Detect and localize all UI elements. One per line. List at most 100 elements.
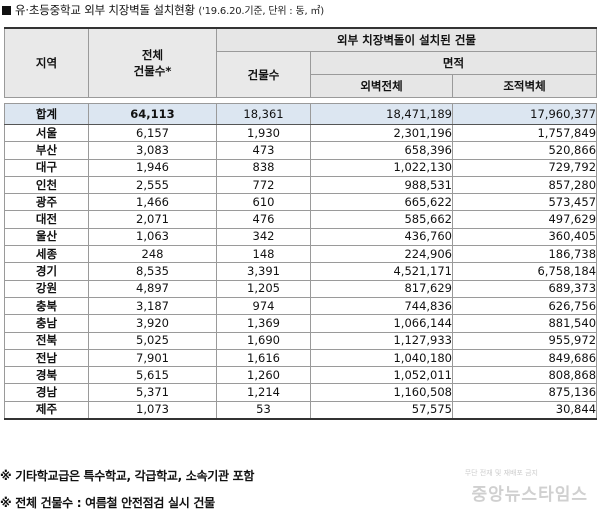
header-brick-wall: 조적벽체 [451, 74, 598, 98]
table-row: 서울 6,157 1,930 2,301,196 1,757,849 [4, 123, 598, 143]
row-wall-total: 1,066,144 [310, 314, 453, 333]
row-total: 5,371 [88, 383, 217, 402]
watermark-logo: 중앙뉴스타임스 [471, 485, 588, 505]
row-region: 대전 [4, 210, 89, 229]
header-region: 지역 [4, 27, 89, 98]
row-wall-total: 1,052,011 [310, 366, 453, 385]
row-region: 세종 [4, 245, 89, 264]
footnote-total-buildings: ※ 전체 건물수 : 여름철 안전점검 실시 건물 [0, 496, 215, 510]
row-total: 3,083 [88, 141, 217, 160]
header-area: 면적 [309, 51, 598, 75]
row-wall-total: 665,622 [310, 193, 453, 212]
row-region: 인천 [4, 175, 89, 195]
row-region: 부산 [4, 141, 89, 160]
row-total: 3,187 [88, 296, 217, 316]
row-wall-total: 2,301,196 [310, 123, 453, 143]
row-region: 제주 [4, 400, 89, 421]
table-row: 울산 1,063 342 436,760 360,405 [4, 227, 598, 247]
row-wall-total: 988,531 [310, 175, 453, 195]
square-bullet-icon [2, 6, 11, 15]
row-wall-total: 436,760 [310, 227, 453, 247]
row-buildings: 1,214 [216, 383, 311, 402]
row-brick-wall: 955,972 [451, 331, 598, 350]
row-total: 1,946 [88, 158, 217, 177]
summary-row: 합계 64,113 18,361 18,471,189 17,960,377 [4, 103, 598, 125]
table-row: 부산 3,083 473 658,396 520,866 [4, 141, 598, 160]
header-buildings: 건물수 [216, 51, 311, 98]
row-buildings: 838 [216, 158, 311, 177]
table-title-main: 유·초등중학교 외부 치장벽돌 설치현황 [15, 3, 195, 17]
row-brick-wall: 6,758,184 [451, 262, 598, 281]
row-brick-wall: 808,868 [451, 366, 598, 385]
table-row: 대전 2,071 476 585,662 497,629 [4, 210, 598, 229]
row-buildings: 3,391 [216, 262, 311, 281]
row-total: 1,073 [88, 400, 217, 421]
row-buildings: 476 [216, 210, 311, 229]
row-total: 2,071 [88, 210, 217, 229]
row-brick-wall: 875,136 [451, 383, 598, 402]
watermark-caption: 무단 전재 및 재배포 금지 [464, 469, 538, 477]
row-total: 5,615 [88, 366, 217, 385]
table-row: 전북 5,025 1,690 1,127,933 955,972 [4, 331, 598, 350]
row-brick-wall: 857,280 [451, 175, 598, 195]
row-region: 경남 [4, 383, 89, 402]
row-wall-total: 4,521,171 [310, 262, 453, 281]
footnote-other-schools: ※ 기타학교급은 특수학교, 각급학교, 소속기관 포함 [0, 469, 255, 483]
table-row: 제주 1,073 53 57,575 30,844 [4, 400, 598, 421]
row-buildings: 1,260 [216, 366, 311, 385]
row-buildings: 1,205 [216, 279, 311, 298]
table-title-sub: ('19.6.20.기준, 단위 : 동, ㎡) [198, 6, 324, 17]
row-total: 6,157 [88, 123, 217, 143]
row-wall-total: 1,022,130 [310, 158, 453, 177]
header-total-line1: 전체 [141, 48, 164, 62]
row-brick-wall: 573,457 [451, 193, 598, 212]
row-buildings: 473 [216, 141, 311, 160]
row-total: 1,466 [88, 193, 217, 212]
row-brick-wall: 689,373 [451, 279, 598, 298]
row-total: 8,535 [88, 262, 217, 281]
table-row: 경북 5,615 1,260 1,052,011 808,868 [4, 366, 598, 385]
row-brick-wall: 360,405 [451, 227, 598, 247]
row-region: 광주 [4, 193, 89, 212]
summary-buildings: 18,361 [216, 103, 311, 125]
row-wall-total: 57,575 [310, 400, 453, 421]
row-buildings: 1,369 [216, 314, 311, 333]
summary-brick-wall: 17,960,377 [451, 103, 598, 125]
table-row: 강원 4,897 1,205 817,629 689,373 [4, 279, 598, 298]
row-brick-wall: 729,792 [451, 158, 598, 177]
row-total: 1,063 [88, 227, 217, 247]
header-brick-group: 외부 치장벽돌이 설치된 건물 [215, 27, 598, 52]
table-row: 경기 8,535 3,391 4,521,171 6,758,184 [4, 262, 598, 281]
row-region: 강원 [4, 279, 89, 298]
header-wall-total: 외벽전체 [310, 74, 453, 98]
row-brick-wall: 1,757,849 [451, 123, 598, 143]
row-wall-total: 1,127,933 [310, 331, 453, 350]
row-brick-wall: 30,844 [451, 400, 598, 421]
row-wall-total: 744,836 [310, 296, 453, 316]
row-region: 충남 [4, 314, 89, 333]
row-total: 2,555 [88, 175, 217, 195]
row-brick-wall: 497,629 [451, 210, 598, 229]
row-wall-total: 1,040,180 [310, 348, 453, 368]
row-buildings: 1,930 [216, 123, 311, 143]
summary-region: 합계 [4, 103, 89, 125]
header-total-buildings: 전체 건물수* [88, 27, 217, 98]
table-row: 충북 3,187 974 744,836 626,756 [4, 296, 598, 316]
row-buildings: 974 [216, 296, 311, 316]
row-region: 경북 [4, 366, 89, 385]
row-wall-total: 224,906 [310, 245, 453, 264]
table-row: 전남 7,901 1,616 1,040,180 849,686 [4, 348, 598, 368]
header-total-line2: 건물수* [133, 64, 172, 78]
row-region: 충북 [4, 296, 89, 316]
table-row: 경남 5,371 1,214 1,160,508 875,136 [4, 383, 598, 402]
table-row: 인천 2,555 772 988,531 857,280 [4, 175, 598, 195]
statistics-table: 지역 전체 건물수* 외부 치장벽돌이 설치된 건물 건물수 면적 외벽전체 조… [4, 27, 598, 421]
row-total: 248 [88, 245, 217, 264]
row-wall-total: 585,662 [310, 210, 453, 229]
row-buildings: 53 [216, 400, 311, 421]
row-buildings: 342 [216, 227, 311, 247]
row-brick-wall: 520,866 [451, 141, 598, 160]
summary-wall-total: 18,471,189 [310, 103, 453, 125]
row-buildings: 148 [216, 245, 311, 264]
table-row: 충남 3,920 1,369 1,066,144 881,540 [4, 314, 598, 333]
